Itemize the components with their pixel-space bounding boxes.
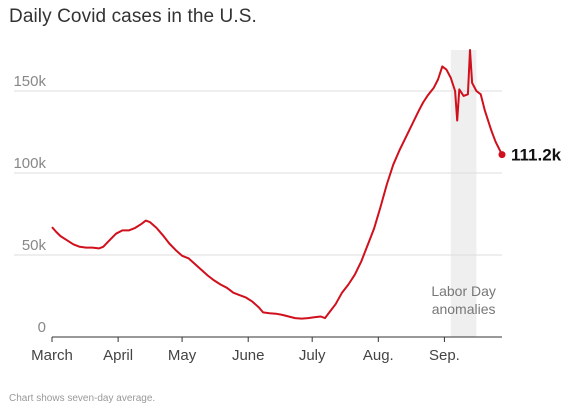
x-tick-label: June (232, 347, 265, 364)
annotation-label-line: Labor Day (431, 283, 496, 299)
end-value-label: 111.2k (511, 146, 562, 165)
gridlines (14, 90, 502, 256)
daily-cases-line (51, 49, 503, 320)
series-layer (51, 49, 506, 320)
x-tick-label: Aug. (363, 347, 394, 364)
x-axis (51, 336, 502, 342)
y-tick-label: 50k (22, 237, 47, 254)
y-tick-label: 100k (13, 155, 46, 172)
chart-footnote: Chart shows seven-day average. (9, 393, 156, 404)
y-tick-label: 0 (38, 319, 46, 336)
chart-title: Daily Covid cases in the U.S. (9, 6, 257, 27)
y-tick-label: 150k (13, 73, 46, 90)
x-tick-label: Sep. (429, 347, 460, 364)
x-tick-label: March (31, 347, 73, 364)
x-tick-label: July (299, 347, 326, 364)
annotation-label-line: anomalies (432, 301, 496, 317)
end-point (498, 151, 506, 159)
x-tick-label: April (103, 347, 133, 364)
labels-layer: Labor Day anomalies 0 50k 100k 150k March April… (13, 73, 561, 364)
x-tick-label: May (168, 347, 197, 364)
